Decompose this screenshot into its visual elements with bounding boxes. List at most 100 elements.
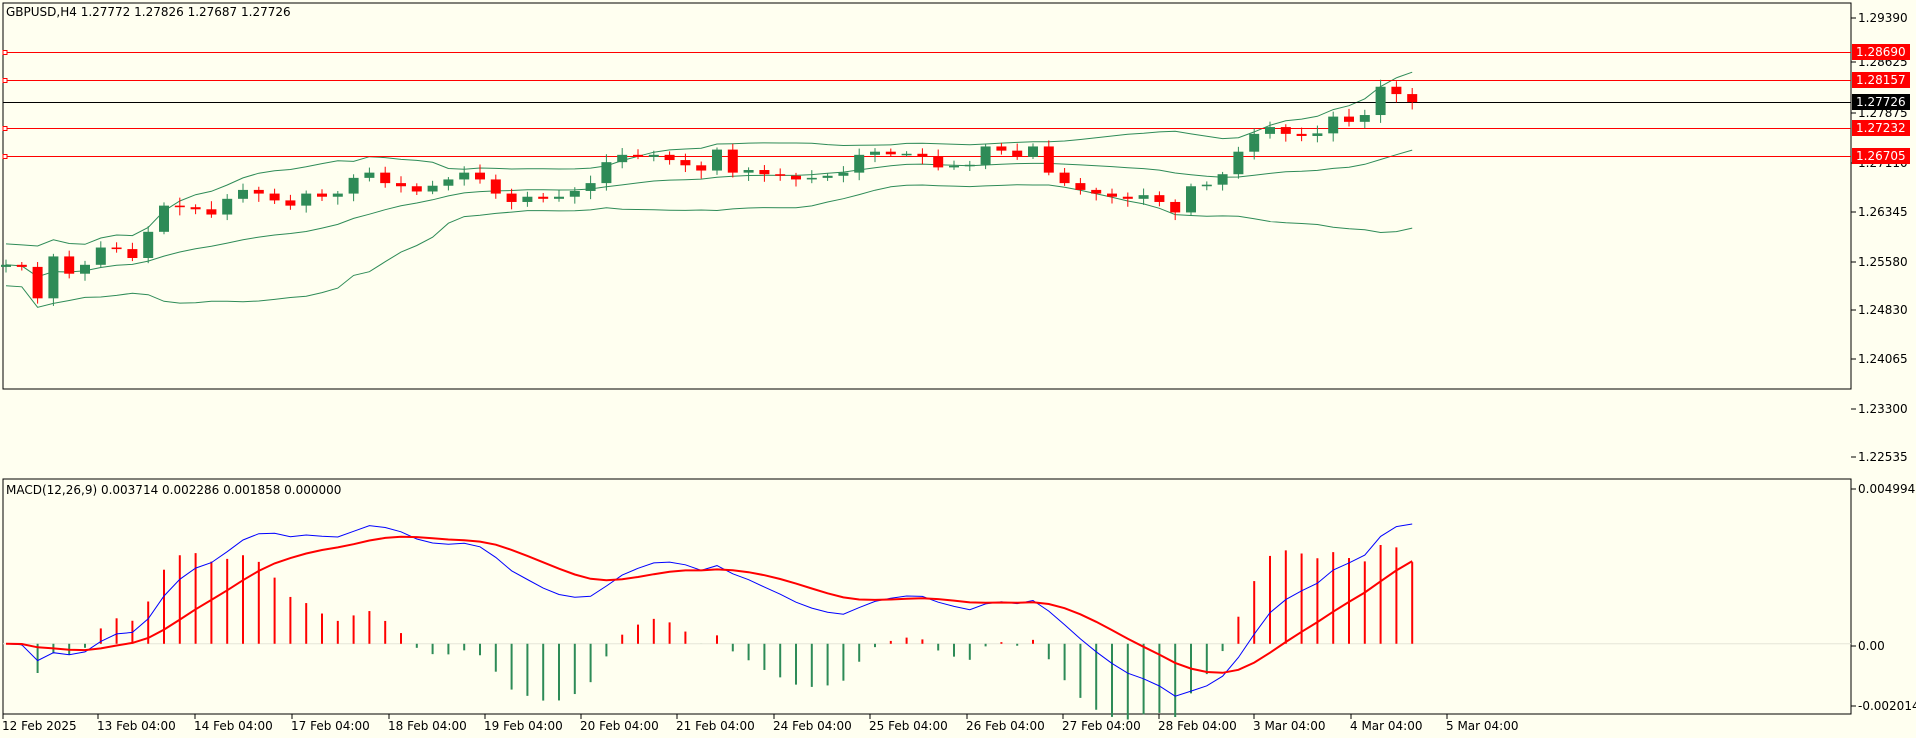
price-axis-label: 1.24830 (1858, 303, 1908, 317)
level-anchor-handle[interactable] (2, 50, 8, 55)
candle-body (396, 183, 406, 187)
candle-body (1391, 86, 1402, 95)
price-axis-label: 1.22535 (1858, 450, 1908, 464)
time-axis-label: 4 Mar 04:00 (1350, 719, 1423, 733)
candle-body (1122, 196, 1133, 199)
candle-body (1344, 116, 1354, 122)
candle-body (791, 175, 801, 180)
candle-body (1075, 183, 1086, 190)
candle-body (301, 193, 312, 206)
candle-body (95, 247, 106, 265)
candle-body (901, 153, 912, 156)
candle-body (238, 189, 248, 199)
candle-body (16, 264, 27, 267)
candle-body (506, 193, 517, 202)
macd-info: MACD(12,26,9) 0.003714 0.002286 0.001858… (6, 483, 341, 497)
candle-body (127, 249, 138, 258)
candle-body (1328, 116, 1339, 134)
candle-body (806, 177, 817, 180)
candle-body (475, 172, 485, 180)
macd-signal-line (5, 535, 1413, 674)
candle-body (364, 172, 375, 178)
price-axis[interactable]: 1.293901.286251.278751.271101.263451.255… (1851, 11, 1910, 464)
candle-body (1028, 146, 1038, 157)
level-anchor-handle[interactable] (2, 78, 8, 83)
candle-body (269, 193, 280, 201)
candle-body (1138, 195, 1149, 199)
candle-body (727, 149, 738, 173)
candle-body (206, 209, 217, 215)
candle-body (554, 196, 564, 199)
bollinger-middle-band (5, 149, 1413, 278)
time-axis-label: 21 Feb 04:00 (676, 719, 755, 733)
candle-body (1107, 193, 1117, 197)
candle-body (696, 165, 707, 171)
price-axis-label: 1.23300 (1858, 402, 1908, 416)
candle-body (1201, 184, 1212, 187)
time-axis-label: 3 Mar 04:00 (1253, 719, 1326, 733)
macd-axis[interactable]: 0.004994 0.00 -0.002014 (1851, 482, 1916, 713)
time-axis-label: 13 Feb 04:00 (97, 719, 176, 733)
price-axis-label: 1.24065 (1858, 352, 1908, 366)
bollinger-lower-band (5, 184, 1413, 308)
macd-main-line (5, 523, 1413, 697)
time-axis[interactable]: 12 Feb 2025 13 Feb 04:00 14 Feb 04:00 17 Fe… (2, 714, 1519, 733)
level-price-tag[interactable] (1852, 72, 1910, 88)
candle-body (996, 146, 1007, 151)
candle-body (1043, 146, 1054, 173)
candle-body (159, 205, 169, 232)
candle-body (32, 266, 43, 299)
level-price-tag[interactable] (1852, 148, 1910, 164)
time-axis-label: 26 Feb 04:00 (966, 719, 1045, 733)
candle-body (174, 205, 185, 208)
candle-body (1091, 189, 1102, 194)
candle-body (1265, 127, 1275, 134)
candle-body (253, 189, 264, 194)
candle-body (585, 183, 596, 191)
candle-body (933, 156, 944, 168)
candle-body (332, 193, 343, 197)
candle-body (1280, 127, 1291, 134)
level-anchor-handle[interactable] (2, 154, 8, 159)
candle-body (1312, 133, 1323, 136)
candle-body (633, 154, 643, 157)
time-axis-label: 20 Feb 04:00 (580, 719, 659, 733)
candle-body (1233, 151, 1244, 175)
time-axis-label: 5 Mar 04:00 (1446, 719, 1519, 733)
candle-body (1154, 195, 1165, 202)
candle-body (459, 172, 470, 180)
candle-body (680, 160, 691, 166)
candle-body (601, 162, 612, 184)
time-axis-label: 19 Feb 04:00 (484, 719, 563, 733)
level-price-tag[interactable] (1852, 120, 1910, 136)
level-price-tag[interactable] (1852, 44, 1910, 60)
price-pane-frame (2, 2, 1852, 390)
candle-body (885, 151, 896, 155)
candle-body (917, 153, 928, 157)
candle-body (190, 207, 201, 210)
candle-body (759, 170, 770, 175)
candle-body (1059, 172, 1070, 184)
current-price-tag (1852, 94, 1910, 110)
candle-body (949, 165, 959, 168)
candle-body (854, 154, 865, 173)
candle-body (1407, 94, 1418, 103)
candle-body (80, 264, 90, 274)
candle-body (1186, 186, 1196, 213)
candle-body (664, 154, 675, 161)
candle-body (538, 196, 549, 199)
macd-pane-frame (2, 478, 1852, 715)
level-anchor-handle[interactable] (2, 126, 8, 131)
time-axis-label: 18 Feb 04:00 (388, 719, 467, 733)
candle-body (1012, 150, 1023, 157)
macd-pane[interactable]: MACD(12,26,9) 0.003714 0.002286 0.001858… (2, 478, 1852, 720)
candle-body (1296, 133, 1307, 136)
candle-body (427, 185, 438, 192)
price-pane[interactable]: GBPUSD,H4 1.27772 1.27826 1.27687 1.2772… (1, 2, 1852, 390)
candle-body (1170, 201, 1181, 213)
candle-body (222, 198, 233, 215)
candle-body (443, 179, 454, 186)
candle-body (48, 256, 59, 299)
